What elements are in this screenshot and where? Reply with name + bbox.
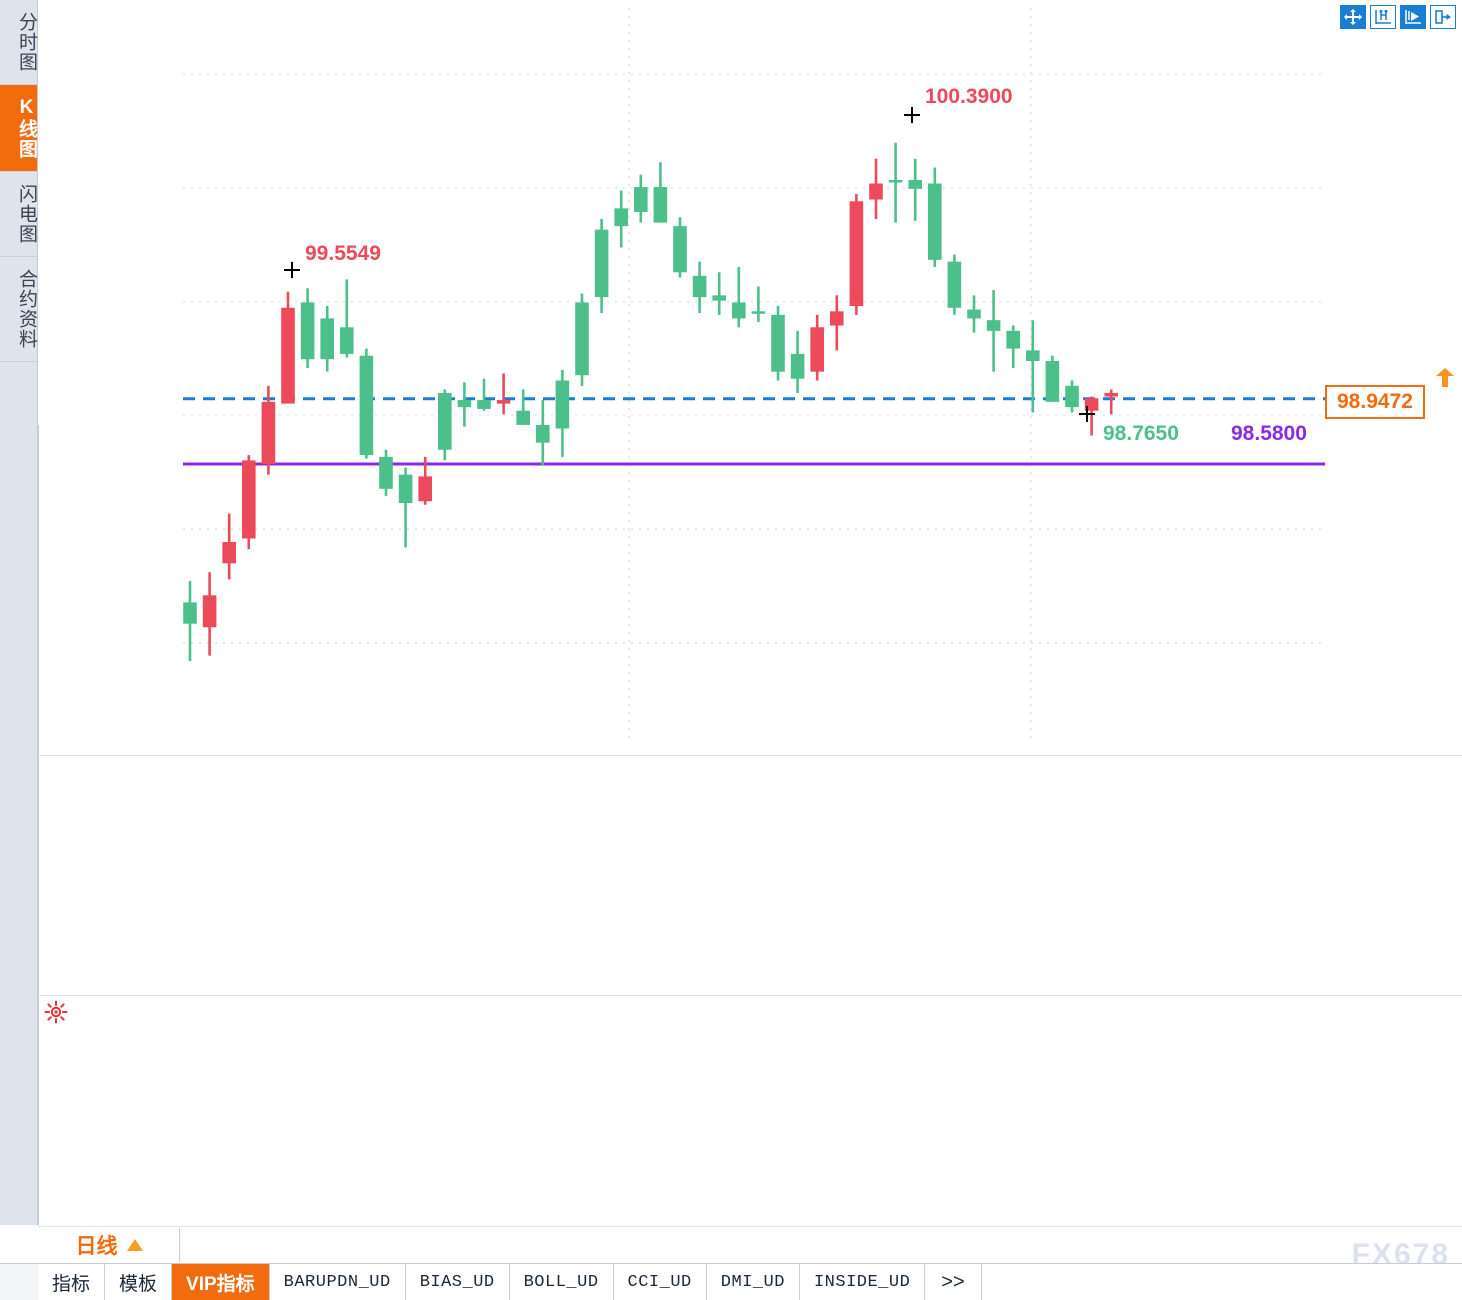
- rsi-axis-right: [1332, 996, 1462, 1226]
- support-line-label: 98.5800: [1231, 422, 1307, 445]
- triangle-up-icon: [126, 1239, 143, 1251]
- sidebar-item-kline[interactable]: K线图: [0, 85, 37, 172]
- candlestick-chart: [183, 8, 1325, 740]
- bottom-toolbar: 指标 模板 VIP指标 BARUPDN_UD BIAS_UD BOLL_UD C…: [0, 1263, 1462, 1300]
- sidebar-item-label: 合约资料: [16, 269, 37, 349]
- rsi-settings-sun-icon[interactable]: [44, 1000, 68, 1024]
- rsi-axis-left: [0, 996, 175, 1226]
- button-label: DMI_UD: [720, 1272, 785, 1292]
- macd-chart: [180, 756, 1325, 995]
- low-price-marker: 98.7650: [1103, 422, 1179, 445]
- draw-tool[interactable]: [1400, 5, 1426, 29]
- price-axis-left: [0, 0, 175, 755]
- sidebar-item-label: 闪电图: [16, 184, 37, 244]
- dmi-ud-button[interactable]: DMI_UD: [706, 1264, 800, 1300]
- secondary-high-marker: 99.5549: [305, 242, 381, 265]
- sidebar-item-contract-info[interactable]: 合约资料: [0, 257, 37, 362]
- button-label: BOLL_UD: [523, 1272, 599, 1292]
- barupdn-ud-button[interactable]: BARUPDN_UD: [269, 1264, 406, 1300]
- indicator-button[interactable]: 指标: [38, 1264, 106, 1300]
- button-label: BIAS_UD: [419, 1272, 495, 1292]
- price-chart-panel[interactable]: [180, 0, 1325, 755]
- panel-divider-middle: [38, 995, 1462, 996]
- panel-divider-top: [38, 755, 1462, 756]
- bottom-toolbar-filler: [981, 1264, 1462, 1300]
- crosshair-move-tool[interactable]: [1340, 5, 1366, 29]
- vip-indicator-button[interactable]: VIP指标: [172, 1264, 270, 1300]
- button-label: VIP指标: [186, 1273, 255, 1295]
- sidebar-item-label: K线图: [16, 97, 37, 159]
- button-label: 指标: [52, 1273, 91, 1295]
- button-label: >>: [941, 1270, 965, 1293]
- boll-ud-button[interactable]: BOLL_UD: [509, 1264, 614, 1300]
- secondary-high-crosshair-icon: [284, 262, 300, 278]
- bottom-toolbar-spacer: [0, 1264, 38, 1300]
- cci-ud-button[interactable]: CCI_UD: [613, 1264, 707, 1300]
- low-price-crosshair-icon: [1079, 406, 1095, 422]
- x-axis: [38, 1226, 1462, 1265]
- high-price-marker: 100.3900: [925, 85, 1013, 108]
- macd-axis-left: [0, 756, 175, 995]
- button-label: INSIDE_UD: [813, 1272, 911, 1292]
- more-indicators-button[interactable]: >>: [925, 1264, 982, 1300]
- sidebar-item-label: 分时图: [16, 12, 37, 72]
- button-label: BARUPDN_UD: [283, 1272, 391, 1292]
- measure-tool[interactable]: [1370, 5, 1396, 29]
- expand-tool[interactable]: [1430, 5, 1456, 29]
- inside-ud-button[interactable]: INSIDE_UD: [799, 1264, 926, 1300]
- template-button[interactable]: 模板: [105, 1264, 173, 1300]
- sidebar-item-timeline[interactable]: 分时图: [0, 0, 37, 85]
- chart-toolbar: [1340, 5, 1456, 29]
- high-price-crosshair-icon: [904, 107, 920, 123]
- macd-axis-right: [1332, 756, 1462, 995]
- sidebar-item-lightning[interactable]: 闪电图: [0, 172, 37, 257]
- button-label: 模板: [119, 1273, 158, 1295]
- left-sidebar: 分时图 K线图 闪电图 合约资料: [0, 0, 38, 1225]
- macd-chart-panel[interactable]: [180, 756, 1325, 995]
- period-tab-label: 日线: [75, 1235, 118, 1258]
- bias-ud-button[interactable]: BIAS_UD: [405, 1264, 510, 1300]
- period-selector-tab[interactable]: 日线: [40, 1228, 180, 1262]
- rsi-chart: [180, 996, 1325, 1226]
- current-price-arrow-icon: [1436, 368, 1454, 387]
- button-label: CCI_UD: [627, 1272, 692, 1292]
- rsi-chart-panel[interactable]: [180, 996, 1325, 1226]
- current-price-tag[interactable]: 98.9472: [1325, 385, 1425, 419]
